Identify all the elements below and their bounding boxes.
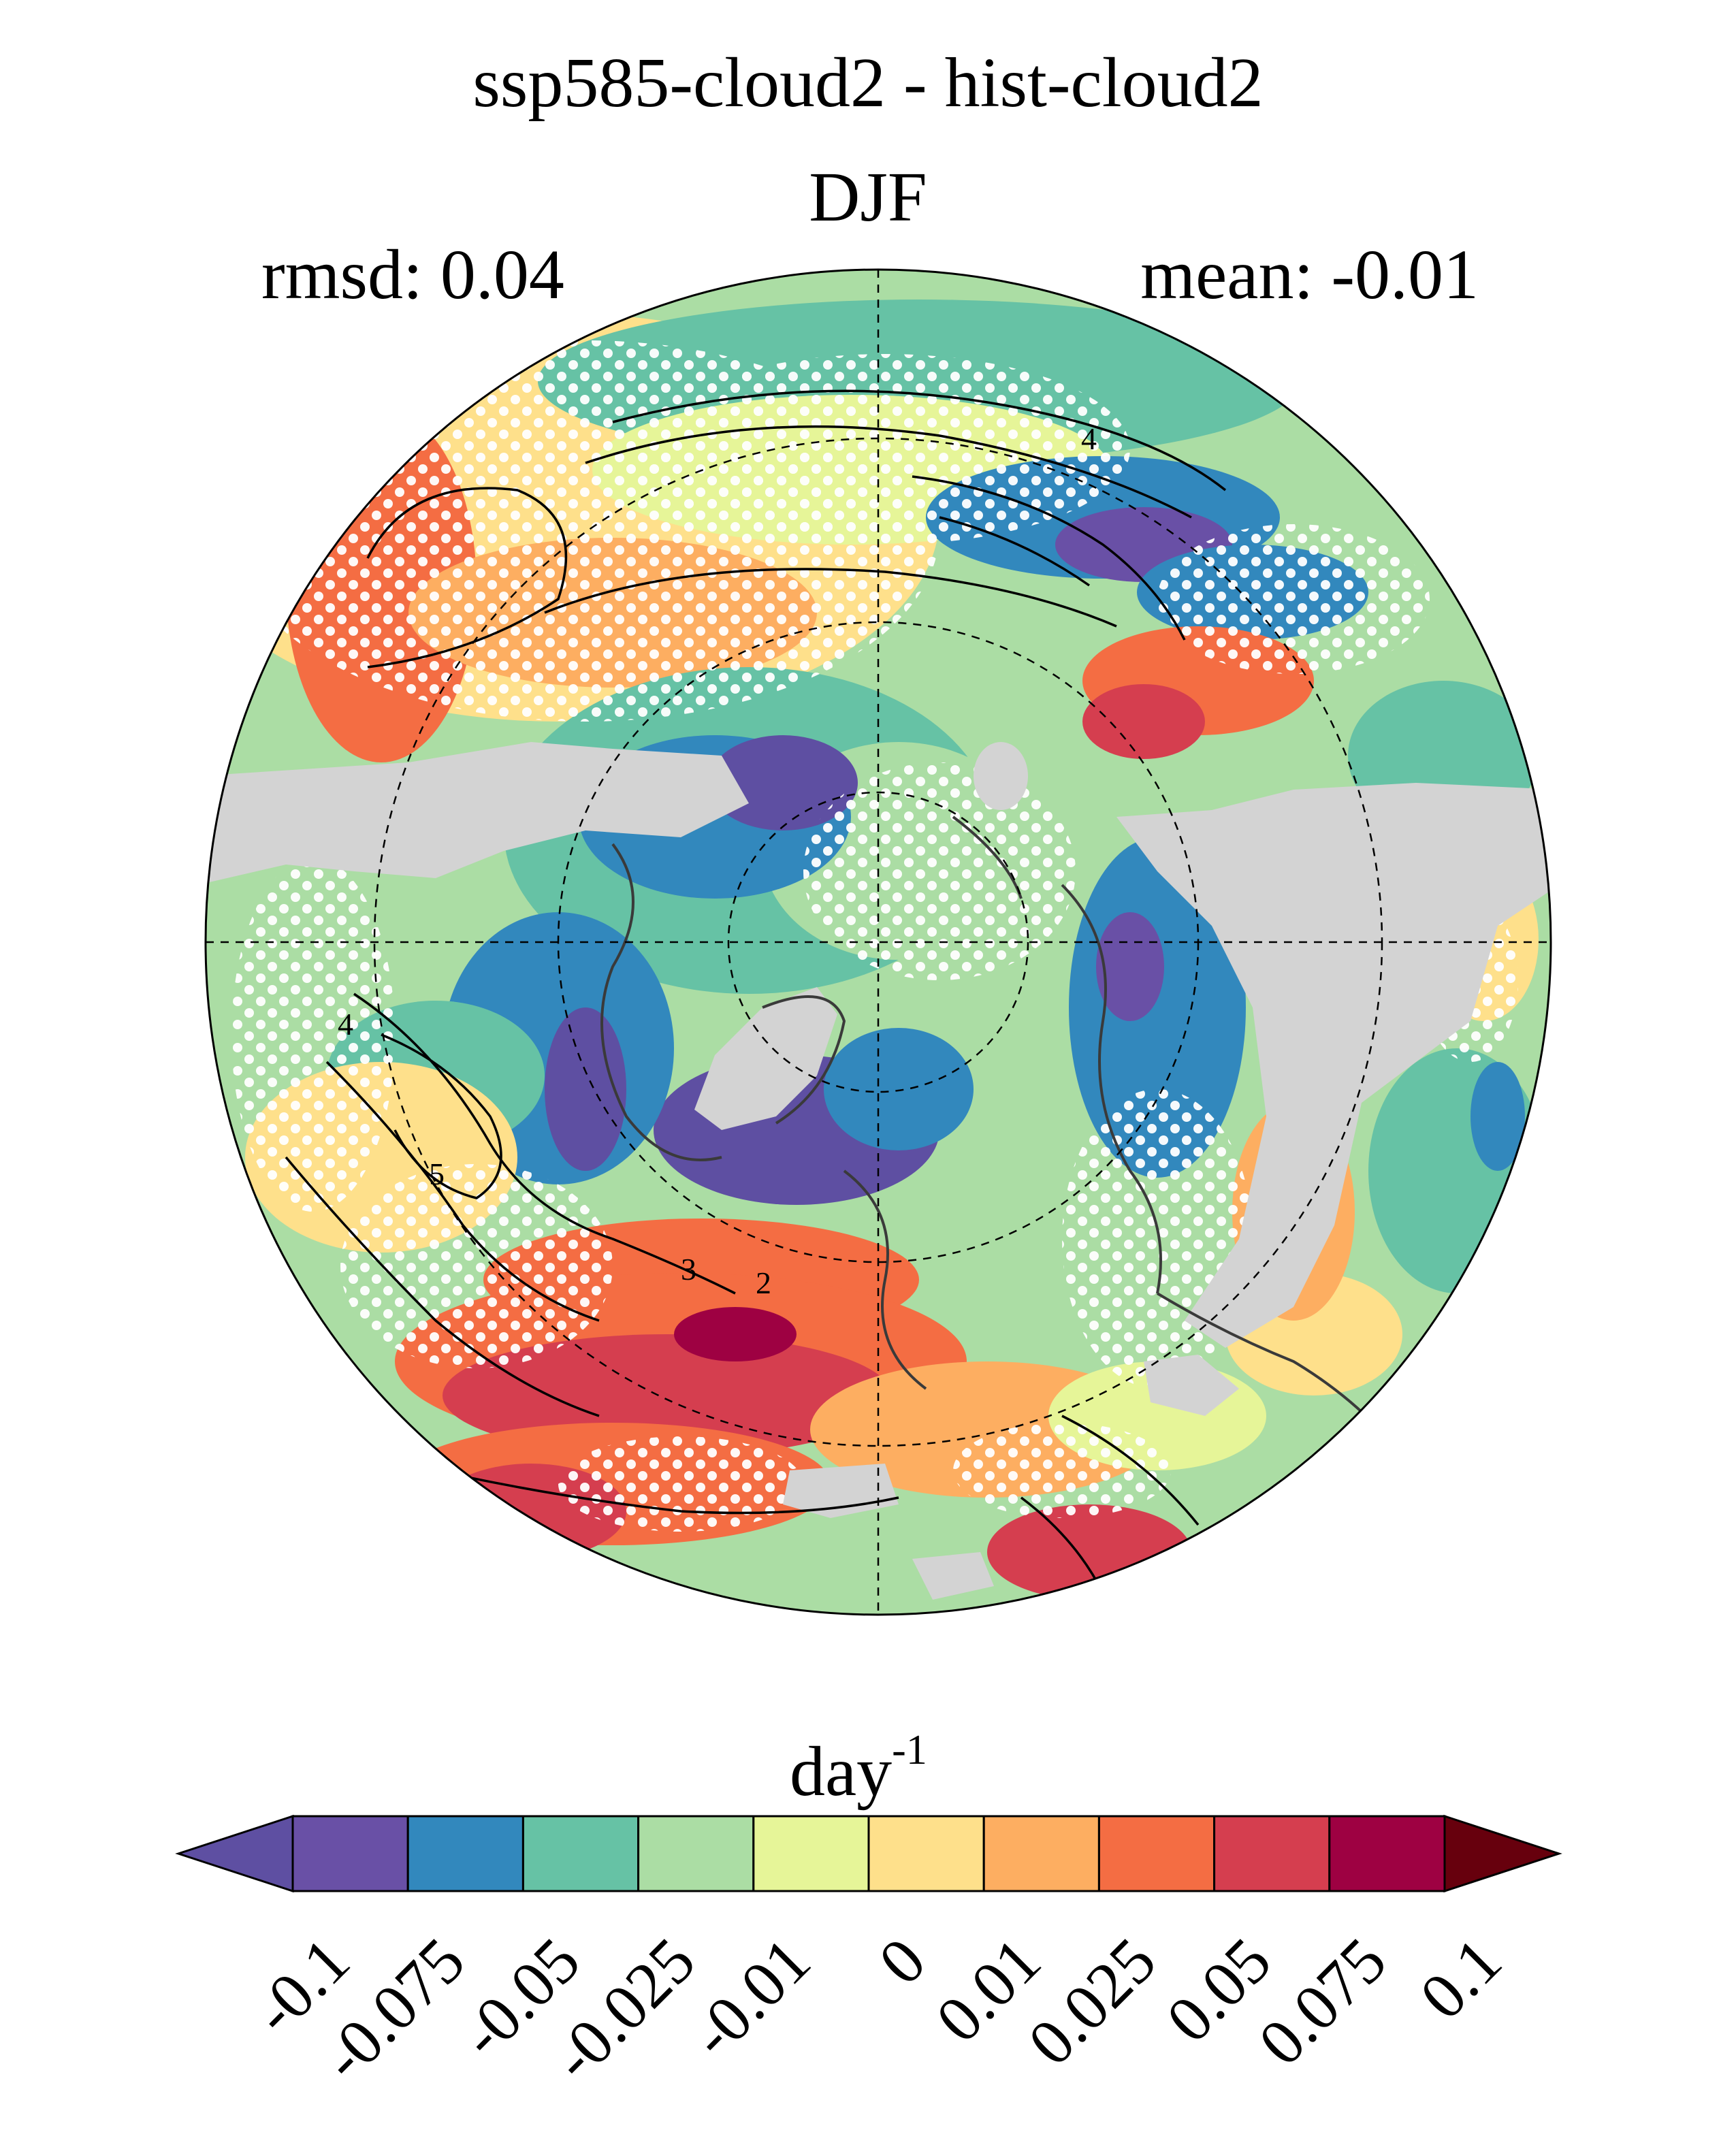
contour-label: 5	[429, 1157, 445, 1191]
plot-title: ssp585-cloud2 - hist-cloud2	[472, 44, 1264, 122]
colorbar-tick-label: 0	[865, 1924, 939, 1999]
colorbar-box	[1213, 1815, 1331, 1892]
colorbar-tick-label: -0.01	[676, 1924, 824, 2071]
colorbar-box	[982, 1815, 1100, 1892]
contour-label: 4	[338, 1007, 353, 1042]
season-label: DJF	[809, 158, 927, 236]
colorbar-unit-label: day-1	[790, 1729, 927, 1807]
map-disc: 4 4 5 3 2	[206, 270, 1551, 1615]
colorbar-tick-label: 0.025	[1014, 1924, 1170, 2079]
contour-label: 2	[756, 1265, 771, 1300]
colorbar-box	[406, 1815, 524, 1892]
colorbar-box	[637, 1815, 755, 1892]
colorbar-box	[752, 1815, 870, 1892]
colorbar	[175, 1814, 1562, 1893]
colorbar-extend-low	[175, 1814, 294, 1893]
unit-exponent: -1	[892, 1727, 927, 1773]
colorbar-box	[291, 1815, 409, 1892]
unit-base: day	[790, 1732, 893, 1811]
colorbar-tick-label: 0.075	[1244, 1924, 1400, 2079]
contour-labels: 4 4 5 3 2	[338, 421, 1097, 1300]
colorbar-extend-high	[1443, 1814, 1562, 1893]
contour-label: 3	[681, 1252, 696, 1287]
map-boundary	[204, 268, 1552, 1616]
colorbar-tick-labels: -0.1-0.075-0.05-0.025-0.01 00.010.0250.05…	[238, 1924, 1515, 2095]
mean-label: mean: -0.01	[1140, 236, 1479, 314]
colorbar-box	[1328, 1815, 1446, 1892]
colorbar-box	[867, 1815, 985, 1892]
colorbar-box	[1097, 1815, 1216, 1892]
graticule	[206, 270, 1551, 1615]
colorbar-box	[521, 1815, 640, 1892]
missing-data-mask	[206, 742, 1551, 1600]
colorbar-tick-label: 0.1	[1406, 1924, 1515, 2033]
rmsd-label: rmsd: 0.04	[261, 236, 564, 314]
contour-label: 4	[1081, 421, 1097, 456]
